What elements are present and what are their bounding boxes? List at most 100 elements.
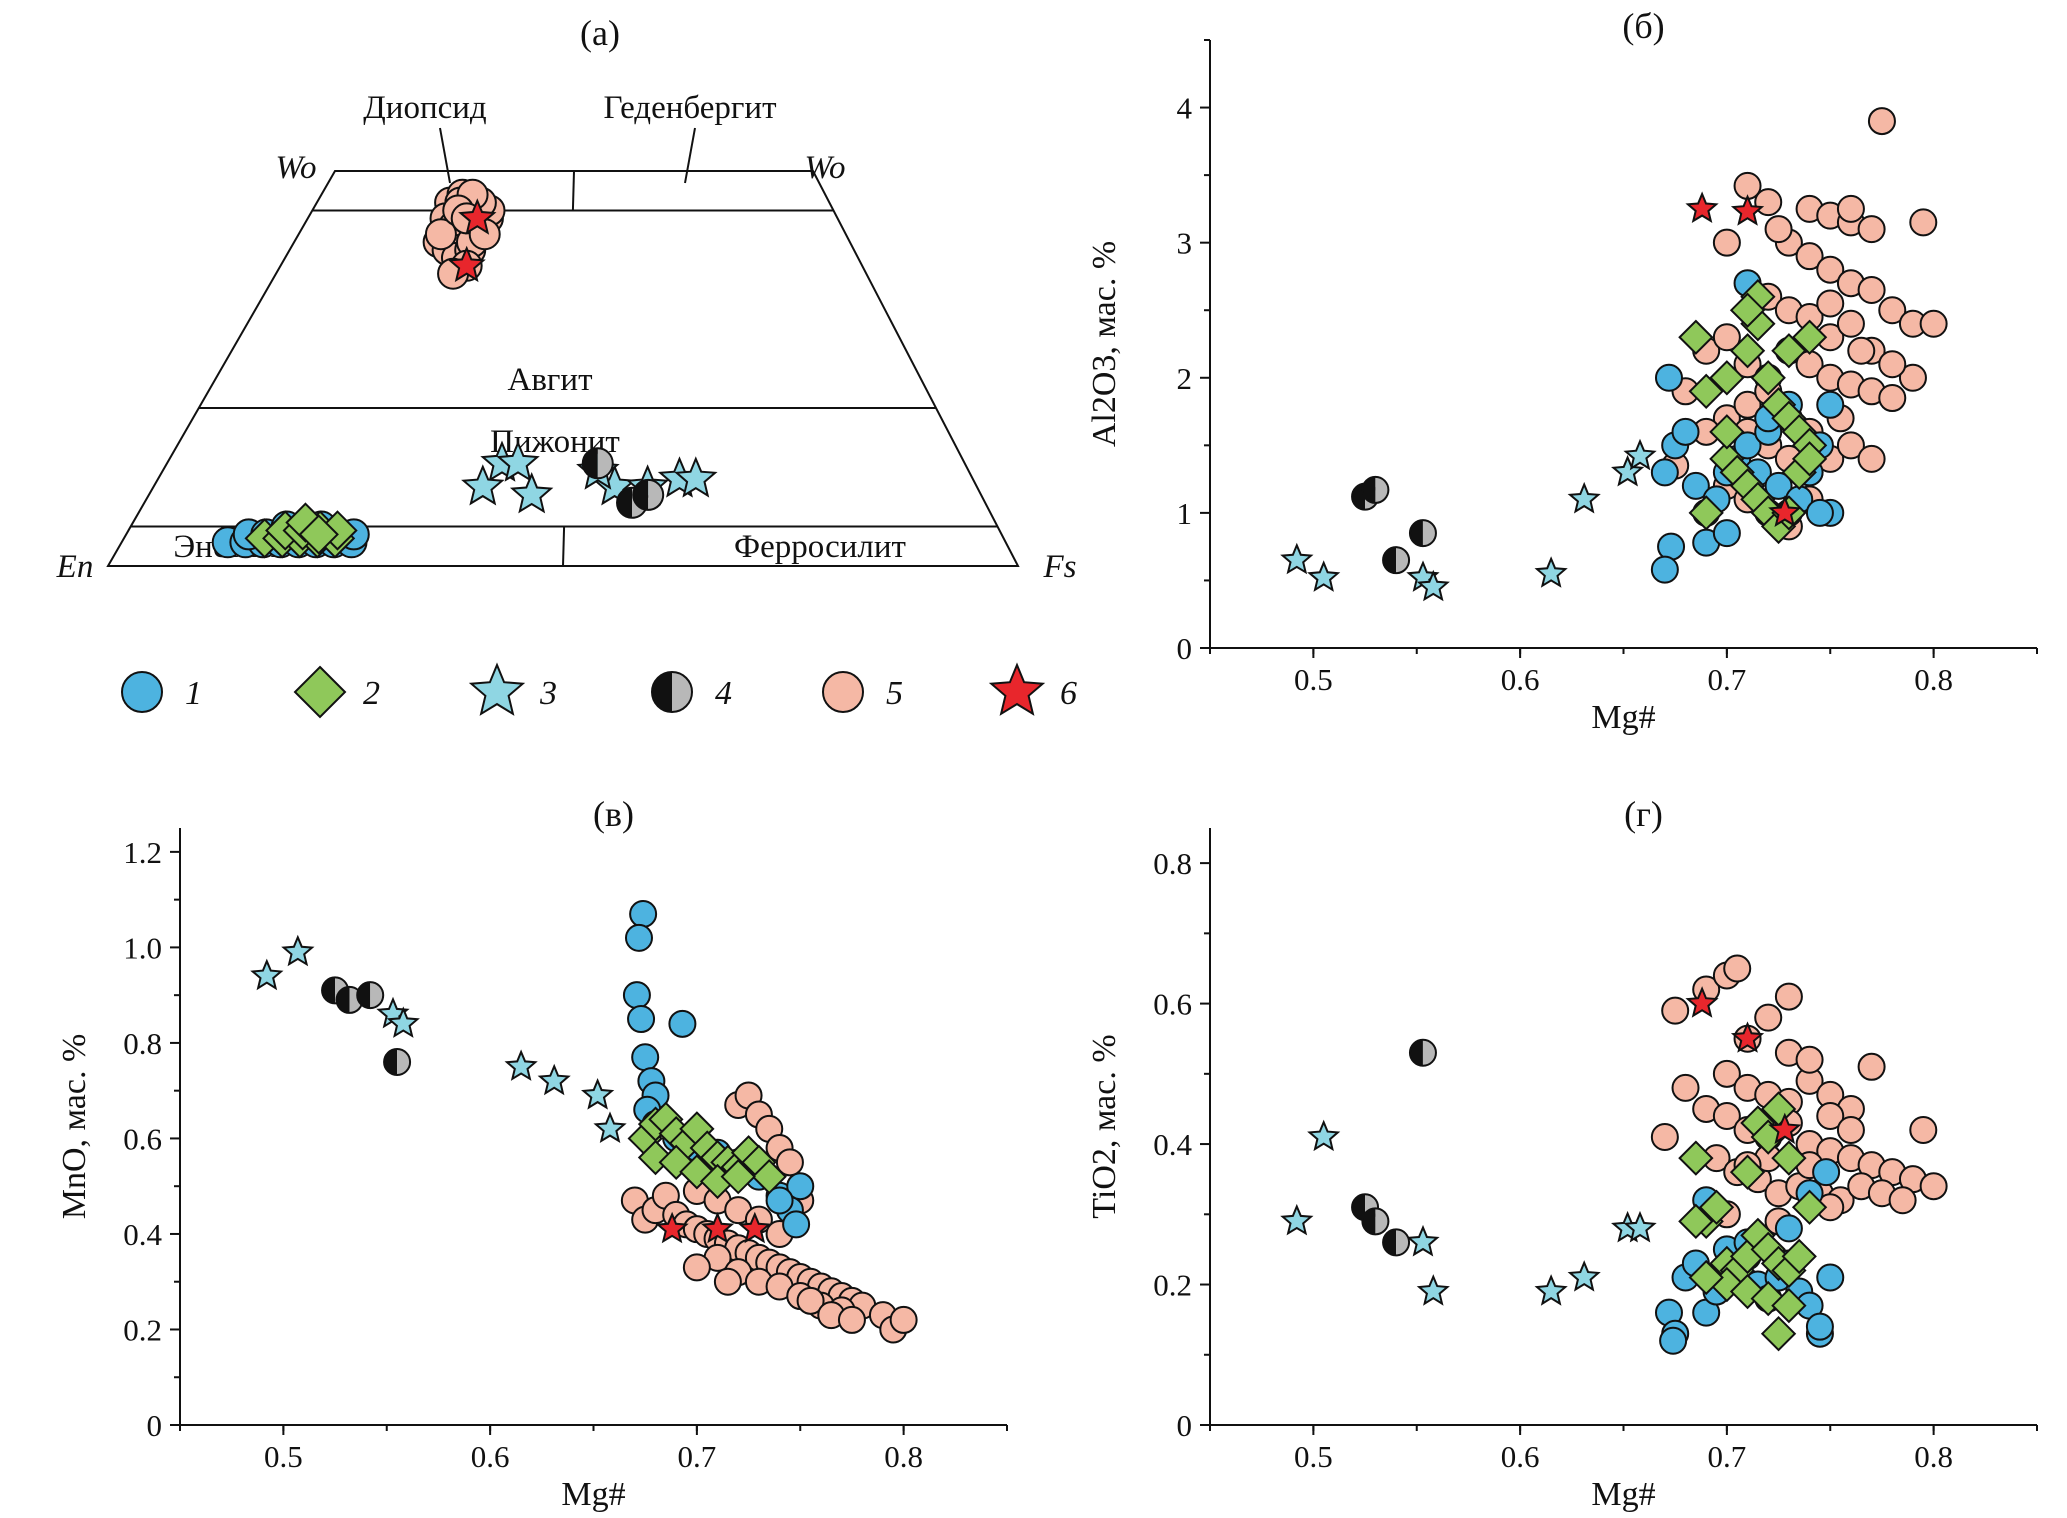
data-point-series-1 [1812, 1158, 1841, 1187]
y-tick-label: 0 [147, 1408, 163, 1443]
data-point-series-6 [1730, 1021, 1765, 1053]
ternary-point-5 [424, 218, 457, 251]
data-point-series-3 [1611, 454, 1645, 487]
y-tick-label: 0.6 [1153, 987, 1192, 1022]
panel-a-ternary: (а) Диопсид Геденбергит Авгит Пижонит Эн… [56, 13, 1077, 585]
data-point-series-2 [1771, 333, 1807, 369]
data-point-series-4 [356, 981, 385, 1010]
data-point-series-5 [1857, 275, 1886, 304]
ternary-divider [571, 170, 575, 211]
data-point-series-3 [1416, 569, 1450, 602]
ternary-point-6 [458, 198, 497, 235]
data-point-series-5 [1816, 1101, 1845, 1130]
circle-pink-icon [822, 671, 864, 713]
data-point-series-3 [250, 958, 284, 991]
data-point-series-3 [1307, 1119, 1341, 1152]
data-point-series-1 [1816, 390, 1845, 419]
x-tick-label: 0.8 [1914, 1439, 1953, 1474]
data-point-series-1 [1671, 417, 1700, 446]
y-tick-label: 0.2 [1153, 1268, 1192, 1303]
x-tick-label: 0.5 [264, 1439, 303, 1474]
y-tick-label: 3 [1177, 226, 1193, 261]
data-point-series-2 [1729, 333, 1766, 369]
data-point-series-6 [1730, 194, 1765, 226]
data-point-series-3 [581, 1078, 615, 1110]
data-point-series-3 [1623, 1210, 1657, 1243]
data-point-series-4 [1361, 475, 1390, 504]
data-point-series-2 [1678, 1203, 1714, 1239]
diamond-green-icon [293, 665, 347, 719]
data-point-series-2 [1791, 319, 1828, 355]
data-point-series-1 [627, 1005, 656, 1034]
panel-v-mno: (в) 0.5 0.6 0.7 0.8 0 0.2 0.4 0.6 0.8 1.0 1.2 Mg# MnO… [56, 794, 1008, 1513]
y-tick-label: 0.4 [123, 1217, 162, 1252]
y-tick-label: 0.6 [123, 1121, 162, 1156]
data-point-series-3 [1567, 481, 1601, 514]
data-point-series-1 [786, 1172, 815, 1201]
data-point-series-4 [1408, 519, 1437, 548]
data-point-series-3 [1534, 556, 1568, 588]
x-tick-label: 0.6 [1501, 662, 1540, 697]
data-point-series-1 [668, 1009, 697, 1038]
half-circle-black-gray-icon [651, 671, 693, 713]
data-point-series-1 [1650, 555, 1679, 584]
data-point-series-6 [1685, 986, 1719, 1018]
ternary-frame [106, 127, 1020, 567]
data-point-series-3 [593, 1111, 627, 1144]
data-point-series-1 [1654, 363, 1683, 392]
data-point-series-1 [1681, 471, 1710, 500]
legend-label-3: 3 [539, 675, 557, 712]
data-point-series-5 [1754, 188, 1783, 217]
data-point-series-2 [1698, 1189, 1735, 1225]
data-point-series-5 [1836, 431, 1865, 460]
ternary-point-3 [674, 456, 718, 498]
data-point-series-5 [1857, 1052, 1886, 1081]
field-label-diopside: Диопсид [363, 90, 487, 126]
data-point-series-2 [1688, 1259, 1724, 1296]
data-point-series-2 [1688, 495, 1724, 531]
data-point-series-5 [1712, 1101, 1741, 1130]
data-point-series-1 [1733, 431, 1762, 460]
y-tick-label: 0 [1177, 631, 1193, 666]
data-point-series-1 [1650, 458, 1679, 487]
data-point-series-3 [1406, 1224, 1440, 1257]
circle-blue-icon [121, 671, 163, 713]
y-tick-label: 2 [1177, 361, 1193, 396]
panel-v-title: (в) [593, 794, 634, 834]
data-point-series-5 [775, 1148, 804, 1177]
ternary-point-3 [509, 471, 554, 514]
panel-g-title: (г) [1624, 794, 1663, 834]
data-point-series-5 [1795, 242, 1824, 271]
data-point-series-1 [1657, 532, 1686, 561]
legend: 1 2 3 4 5 6 [121, 662, 1077, 719]
data-point-series-2 [1729, 1154, 1766, 1190]
y-tick-label: 0.8 [1153, 846, 1192, 881]
y-tick-label: 0 [1177, 1408, 1193, 1443]
data-point-series-3 [386, 1006, 420, 1038]
data-point-series-2 [1729, 292, 1766, 328]
data-point-series-5 [682, 1253, 711, 1282]
y-tick-label: 0.4 [1153, 1127, 1192, 1162]
data-point-series-2 [1791, 441, 1828, 477]
legend-label-5: 5 [886, 675, 903, 712]
data-point-series-5 [1878, 296, 1907, 325]
data-point-series-2 [1709, 414, 1745, 450]
data-point-series-1 [1805, 498, 1834, 527]
data-point-series-5 [1650, 1123, 1679, 1152]
y-tick-label: 1.0 [123, 930, 162, 965]
x-tick-label: 0.6 [471, 1439, 510, 1474]
data-point-series-5 [1878, 350, 1907, 379]
y-tick-label: 1 [1177, 496, 1193, 531]
x-tick-label: 0.5 [1294, 1439, 1333, 1474]
data-point-series-4 [1361, 1207, 1390, 1236]
data-point-series-5 [1661, 996, 1690, 1025]
y-tick-label: 4 [1177, 91, 1193, 126]
data-point-series-5 [1774, 982, 1803, 1011]
data-point-series-5 [1836, 1116, 1865, 1145]
data-point-series-3 [1280, 542, 1314, 575]
data-point-series-5 [1836, 309, 1865, 338]
data-point-series-2 [1781, 1238, 1817, 1275]
data-point-series-5 [1867, 107, 1896, 136]
x-tick-label: 0.5 [1294, 662, 1333, 697]
legend-label-2: 2 [363, 675, 380, 712]
